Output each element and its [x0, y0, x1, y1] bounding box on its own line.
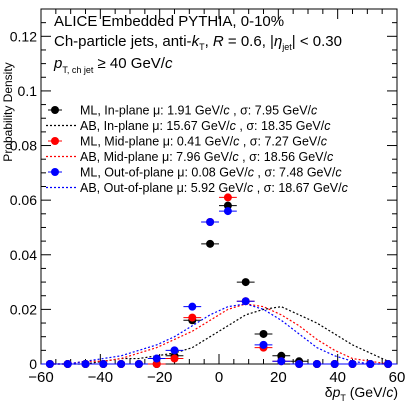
data-point [134, 360, 143, 368]
data-point [152, 354, 161, 363]
data-point [348, 360, 357, 368]
legend-label: AB, Mid-plane μ: 7.96 GeV/c , σ: 18.56 G… [80, 150, 334, 164]
x-tick-label: 0 [215, 369, 223, 386]
legend-item: AB, Mid-plane μ: 7.96 GeV/c , σ: 18.56 G… [46, 150, 334, 164]
y-tick-label: 0.02 [10, 301, 37, 317]
legend-label: AB, In-plane μ: 15.67 GeV/c , σ: 18.35 G… [80, 119, 331, 133]
data-point [206, 218, 215, 226]
ab-curves [49, 303, 389, 365]
legend-marker [51, 106, 59, 114]
title-line-3: pT, ch jet ≥ 40 GeV/c [53, 55, 173, 75]
y-tick-label: 0.06 [10, 192, 37, 208]
legend-label: ML, Mid-plane μ: 0.41 GeV/c , σ: 7.27 Ge… [80, 135, 328, 149]
data-point [241, 278, 250, 287]
ml-series [41, 207, 397, 368]
data-point [312, 360, 321, 368]
title-line-2: Ch-particle jets, anti-kT, R = 0.6, |ηje… [54, 33, 342, 52]
legend-item: AB, In-plane μ: 15.67 GeV/c , σ: 18.35 G… [46, 119, 331, 133]
chart-title: ALICE Embedded PYTHIA, 0-10% Ch-particle… [53, 13, 342, 75]
x-tick-label: −60 [28, 369, 53, 386]
ab-series-line [49, 303, 389, 365]
y-tick-label: 0 [29, 356, 37, 372]
legend: ML, In-plane μ: 1.91 GeV/c , σ: 7.95 GeV… [46, 104, 349, 195]
x-tick-label: −40 [88, 369, 113, 386]
legend-item: ML, Out-of-plane μ: 0.08 GeV/c , σ: 7.48… [48, 166, 342, 180]
x-tick-label: −20 [147, 369, 172, 386]
ml-points [41, 193, 397, 368]
data-point [45, 360, 54, 368]
data-point [170, 346, 179, 355]
data-point [259, 340, 268, 349]
legend-item: AB, Out-of-plane μ: 5.92 GeV/c , σ: 18.6… [46, 181, 349, 195]
data-point [366, 360, 375, 368]
data-point [241, 297, 250, 306]
y-tick-label: 0.1 [18, 83, 38, 99]
ml-series [41, 193, 397, 368]
data-point [223, 207, 232, 216]
data-point [170, 354, 179, 363]
y-axis-label: Probability Density [1, 62, 15, 161]
legend-label: AB, Out-of-plane μ: 5.92 GeV/c , σ: 18.6… [80, 181, 349, 195]
x-axis-label: δpT (GeV/c) [325, 384, 398, 403]
x-tick-label: 60 [389, 369, 406, 386]
data-point [81, 360, 90, 368]
data-point [223, 193, 232, 202]
x-tick-label: 20 [270, 369, 287, 386]
data-point [295, 360, 304, 368]
y-tick-label: 0.12 [10, 28, 37, 44]
y-tick-label: 0.04 [10, 247, 37, 263]
y-tick-label: 0.08 [10, 138, 37, 154]
data-point [188, 313, 197, 322]
title-line-1: ALICE Embedded PYTHIA, 0-10% [54, 13, 284, 30]
data-point [99, 360, 108, 368]
data-point [206, 239, 215, 248]
data-point [117, 360, 126, 368]
legend-label: ML, Out-of-plane μ: 0.08 GeV/c , σ: 7.48… [80, 166, 342, 180]
data-point [330, 360, 339, 368]
ml-series [41, 201, 397, 368]
legend-marker [51, 137, 59, 145]
data-point [63, 360, 72, 368]
legend-label: ML, In-plane μ: 1.91 GeV/c , σ: 7.95 GeV… [80, 104, 318, 118]
data-point [384, 360, 393, 368]
ab-series-line [49, 303, 389, 365]
data-point [259, 329, 268, 338]
data-point [188, 302, 197, 311]
legend-item: ML, In-plane μ: 1.91 GeV/c , σ: 7.95 GeV… [48, 104, 318, 118]
x-tick-label: 40 [329, 369, 346, 386]
legend-marker [51, 168, 59, 176]
data-point [277, 357, 286, 366]
axes: −60 −40 −20 0 20 40 60 0 0.02 0.04 0.06 0.08 0.1 0.12 [10, 9, 406, 386]
legend-item: ML, Mid-plane μ: 0.41 GeV/c , σ: 7.27 Ge… [48, 135, 328, 149]
